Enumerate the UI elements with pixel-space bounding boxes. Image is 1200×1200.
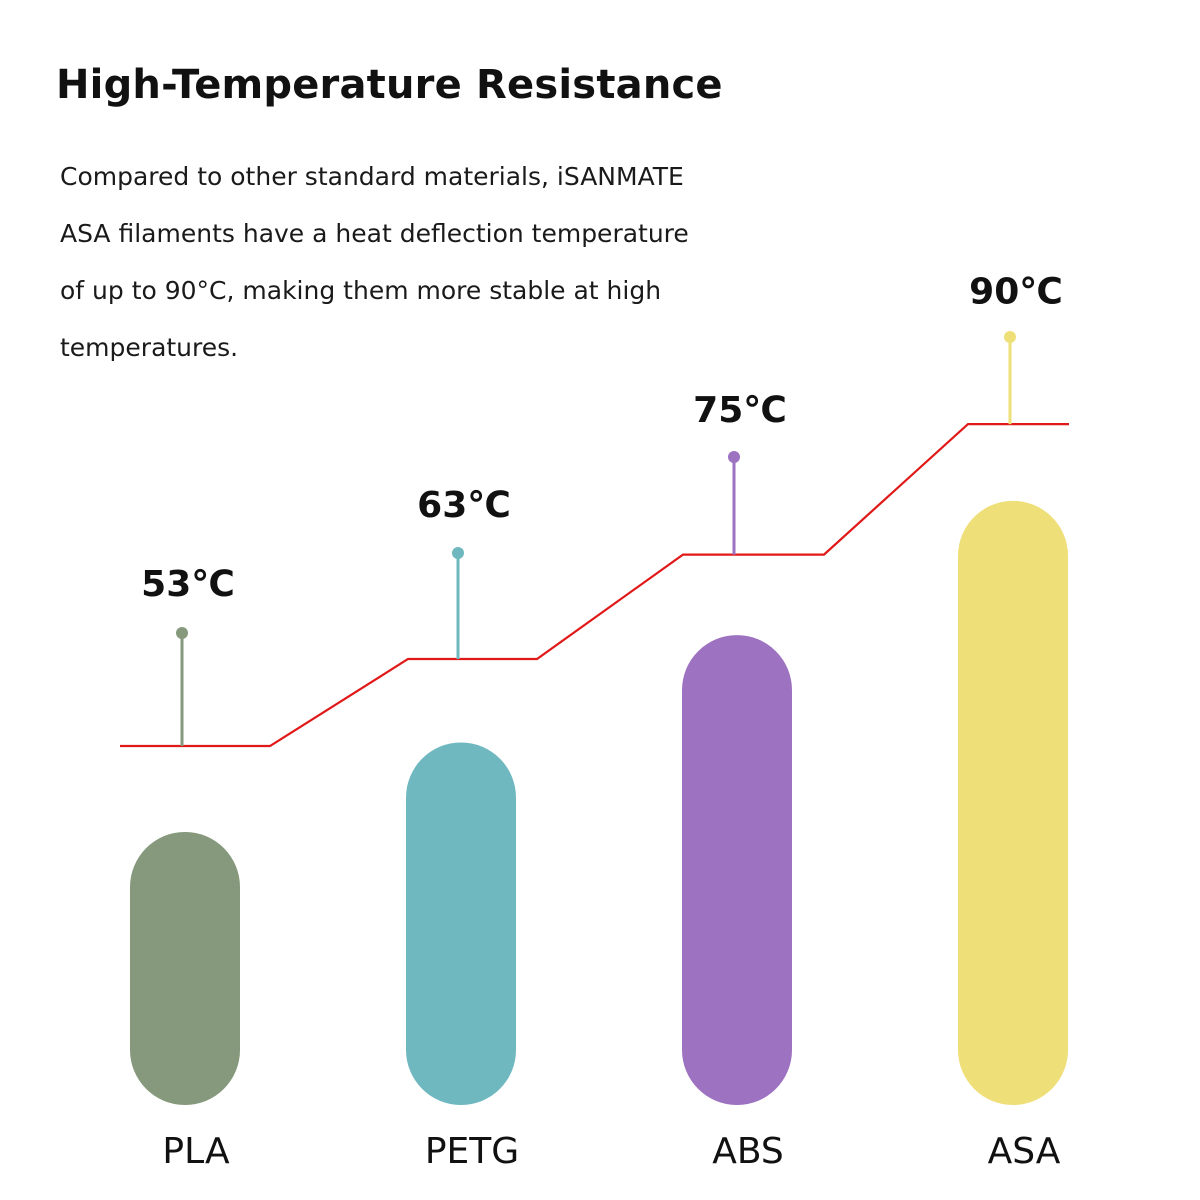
category-label: ASA: [988, 1131, 1061, 1172]
bar-abs: [682, 635, 792, 1105]
marker-dot: [452, 547, 464, 559]
marker-dot: [1004, 331, 1016, 343]
temperature-step-line: [120, 423, 1069, 748]
marker-dot: [176, 627, 188, 639]
category-label: PETG: [425, 1131, 519, 1172]
value-label: 53℃: [141, 564, 235, 605]
page-description: Compared to other standard materials, iS…: [60, 162, 689, 362]
bar-asa: [958, 500, 1068, 1106]
category-label: ABS: [712, 1131, 784, 1172]
bar-petg: [406, 742, 516, 1105]
value-label: 75℃: [693, 390, 787, 431]
value-label: 63℃: [417, 485, 511, 526]
page-title: High-Temperature Resistance: [56, 62, 723, 108]
bar-pla: [130, 832, 240, 1105]
marker-dot: [728, 451, 740, 463]
category-label: PLA: [162, 1131, 230, 1172]
value-label: 90℃: [969, 272, 1063, 313]
